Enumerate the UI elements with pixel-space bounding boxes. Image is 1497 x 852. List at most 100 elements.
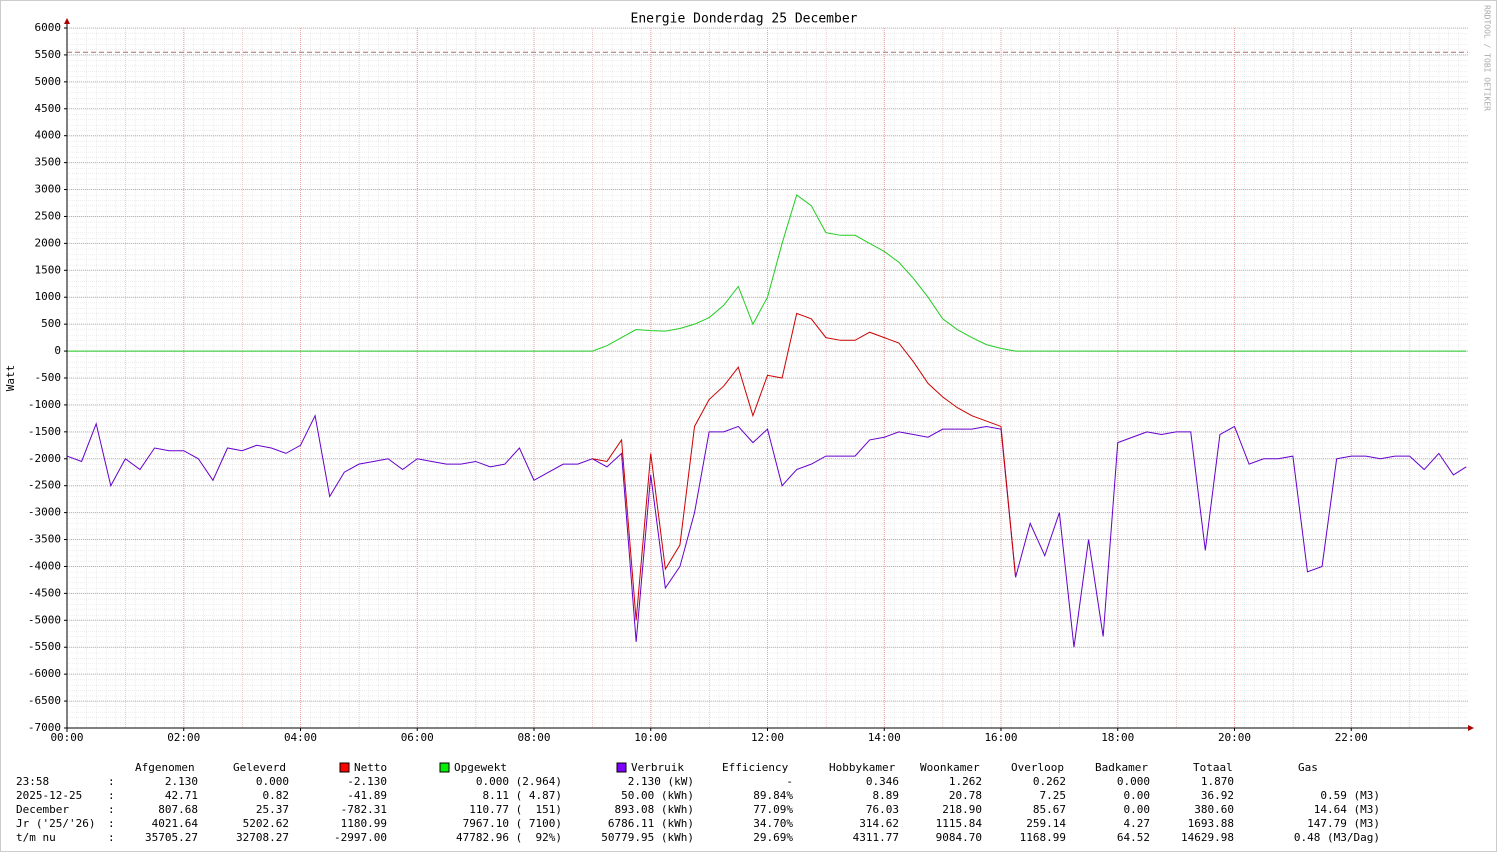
cell: 64.52: [1117, 831, 1150, 844]
y-axis-title: Watt: [4, 365, 17, 392]
legend-swatch: [439, 762, 450, 773]
arrow: [1468, 725, 1474, 731]
column-header: Badkamer: [1095, 761, 1148, 774]
cell: 8.89: [873, 789, 900, 802]
legend-label: Netto: [354, 761, 387, 774]
y-tick-label: 6000: [35, 21, 62, 34]
y-tick-label: 0: [54, 344, 61, 357]
x-tick-label: 02:00: [167, 731, 200, 744]
y-tick-label: -1000: [28, 398, 61, 411]
cell: -: [786, 775, 793, 788]
x-tick-label: 10:00: [634, 731, 667, 744]
cell: 1115.84: [936, 817, 983, 830]
cell: 36.92: [1201, 789, 1234, 802]
column-header: Hobbykamer: [829, 761, 896, 774]
cell: 14629.98: [1181, 831, 1234, 844]
cell: 76.03: [866, 803, 899, 816]
cell: 1180.99: [341, 817, 387, 830]
cell: 0.48 (M3/Dag): [1294, 831, 1380, 844]
cell: 218.90: [942, 803, 982, 816]
cell: 380.60: [1194, 803, 1234, 816]
x-tick-label: 22:00: [1335, 731, 1368, 744]
y-tick-label: 5500: [35, 48, 62, 61]
cell: 32708.27: [236, 831, 289, 844]
column-header: Woonkamer: [920, 761, 980, 774]
cell: 147.79 (M3): [1307, 817, 1380, 830]
cell: 2.130 (kW): [628, 775, 694, 788]
cell: 35705.27: [145, 831, 198, 844]
y-tick-label: -2000: [28, 452, 61, 465]
y-tick-label: -3000: [28, 506, 61, 519]
y-tick-label: -5500: [28, 640, 61, 653]
x-tick-label: 14:00: [868, 731, 901, 744]
cell: 0.59 (M3): [1320, 789, 1380, 802]
cell: -41.89: [347, 789, 387, 802]
summary-table: Afgenomen Geleverd Efficiency Hobbykamer Woo…: [16, 761, 1380, 844]
x-tick-label: 12:00: [751, 731, 784, 744]
cell: 20.78: [949, 789, 982, 802]
row-label: Jr ('25/'26): [16, 817, 95, 830]
cell: 1168.99: [1020, 831, 1066, 844]
cell: 89.84%: [753, 789, 793, 802]
cell: 1.262: [949, 775, 982, 788]
cell: 1693.88: [1188, 817, 1234, 830]
cell: 77.09%: [753, 803, 793, 816]
y-tick-label: 5000: [35, 75, 62, 88]
cell: 0.000 (2.964): [476, 775, 562, 788]
grid: 6000550050004500400035003000250020001500…: [28, 21, 1468, 744]
y-tick-label: 1000: [35, 290, 62, 303]
cell: -782.31: [341, 803, 387, 816]
column-header: Efficiency: [722, 761, 789, 774]
x-tick-label: 18:00: [1101, 731, 1134, 744]
series-line: [592, 312, 1017, 621]
x-tick-label: 04:00: [284, 731, 317, 744]
cell: -2997.00: [334, 831, 387, 844]
cell: 2.130: [165, 775, 198, 788]
cell: 0.000: [1117, 775, 1150, 788]
separator: :: [108, 789, 115, 802]
cell: 0.262: [1033, 775, 1066, 788]
y-tick-label: -6000: [28, 667, 61, 680]
cell: 807.68: [158, 803, 198, 816]
column-header: Geleverd: [233, 761, 286, 774]
cell: 50779.95 (kWh): [601, 831, 694, 844]
cell: 4.27: [1124, 817, 1151, 830]
cell: 7.25: [1040, 789, 1067, 802]
y-tick-label: 1500: [35, 263, 62, 276]
chart-title: Energie Donderdag 25 December: [631, 12, 858, 27]
legend-swatch: [339, 762, 350, 773]
y-tick-label: 2000: [35, 236, 62, 249]
separator: :: [108, 817, 115, 830]
x-tick-label: 08:00: [517, 731, 550, 744]
column-header: Totaal: [1193, 761, 1233, 774]
series-line: [67, 194, 1467, 352]
row-label: 2025-12-25: [16, 789, 82, 802]
cell: 0.00: [1124, 789, 1151, 802]
separator: :: [108, 803, 115, 816]
cell: 893.08 (kWh): [615, 803, 694, 816]
cell: 0.82: [263, 789, 290, 802]
column-header: Overloop: [1011, 761, 1064, 774]
y-tick-label: -5000: [28, 613, 61, 626]
cell: 5202.62: [243, 817, 289, 830]
column-header: Gas: [1298, 761, 1318, 774]
column-header: Afgenomen: [135, 761, 195, 774]
row-label: December: [16, 803, 69, 816]
cell: 0.00: [1124, 803, 1151, 816]
cell: 0.000: [256, 775, 289, 788]
separator: :: [108, 831, 115, 844]
cell: 6786.11 (kWh): [608, 817, 694, 830]
cell: 14.64 (M3): [1314, 803, 1380, 816]
y-tick-label: -2500: [28, 479, 61, 492]
cell: 259.14: [1026, 817, 1066, 830]
cell: 8.11 ( 4.87): [483, 789, 562, 802]
cell: 314.62: [859, 817, 899, 830]
y-tick-label: -4000: [28, 559, 61, 572]
y-tick-label: 4500: [35, 102, 62, 115]
y-tick-label: -4500: [28, 586, 61, 599]
arrow: [64, 18, 70, 24]
cell: 25.37: [256, 803, 289, 816]
cell: 29.69%: [753, 831, 793, 844]
legend-swatch: [616, 762, 627, 773]
cell: 1.870: [1201, 775, 1234, 788]
